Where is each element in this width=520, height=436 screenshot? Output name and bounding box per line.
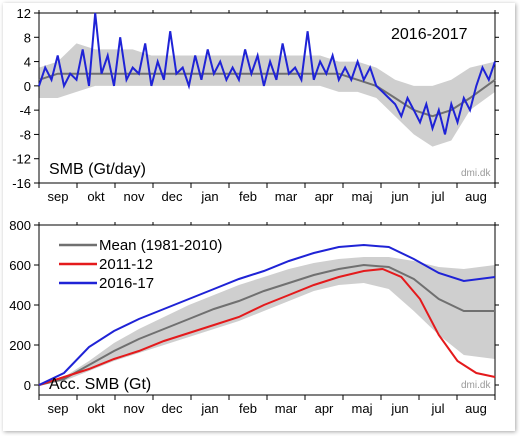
top-ytick-label: -12 [12, 152, 31, 167]
bottom-month-label: maj [352, 401, 373, 416]
bottom-range-band [39, 257, 495, 385]
bottom-ytick-label: 200 [9, 338, 31, 353]
legend-2016-label: 2016-17 [99, 275, 154, 292]
bottom-month-label: sep [48, 401, 69, 416]
top-2016-2017-line [38, 12, 496, 135]
top-ytick-label: -4 [19, 103, 31, 118]
accumulated-smb-panel: 0 200 400 600 800 sep okt nov dec jan feb mar apr maj… [9, 218, 499, 416]
top-month-label: sep [48, 189, 69, 204]
bottom-month-label: okt [87, 401, 105, 416]
top-month-label: okt [87, 189, 105, 204]
bottom-month-label: jun [390, 401, 408, 416]
bottom-ytick-label: 800 [9, 218, 31, 233]
legend-mean-label: Mean (1981-2010) [99, 237, 222, 254]
top-range-band [39, 43, 495, 147]
bottom-month-label: aug [465, 401, 487, 416]
legend-2011-label: 2011-12 [99, 256, 153, 273]
bottom-month-label: feb [239, 401, 257, 416]
top-ytick-label: 8 [24, 30, 31, 45]
top-month-label: jun [390, 189, 408, 204]
bottom-ytick-label: 400 [9, 298, 31, 313]
bottom-2011-12-line [38, 267, 496, 386]
top-month-label: jul [430, 189, 444, 204]
top-ytick-label: 12 [17, 6, 31, 21]
top-ytick-label: 4 [24, 55, 31, 70]
smb-figure: -16 -12 -8 -4 0 4 8 12 sep okt nov dec jan feb mar apr m… [9, 6, 499, 416]
bottom-month-label: jan [200, 401, 218, 416]
daily-smb-panel: -16 -12 -8 -4 0 4 8 12 sep okt nov dec jan feb mar apr m… [12, 6, 499, 204]
top-ytick-label: -8 [19, 127, 31, 142]
bottom-mean-line [38, 263, 495, 386]
figure-frame: -16 -12 -8 -4 0 4 8 12 sep okt nov dec jan feb mar apr m… [3, 3, 515, 431]
top-title: 2016-2017 [391, 26, 468, 43]
top-month-label: mar [275, 189, 298, 204]
top-month-label: aug [465, 189, 487, 204]
bottom-ytick-label: 0 [24, 378, 31, 393]
top-month-label: jan [200, 189, 218, 204]
bottom-month-label: apr [315, 401, 334, 416]
top-month-label: nov [124, 189, 145, 204]
top-month-label: maj [352, 189, 373, 204]
bottom-ylabel: Acc. SMB (Gt) [49, 376, 151, 393]
bottom-2016-17-line [38, 243, 496, 386]
top-month-label: dec [162, 189, 183, 204]
top-month-label: feb [239, 189, 257, 204]
bottom-month-label: jul [430, 401, 444, 416]
top-ytick-label: 0 [24, 79, 31, 94]
bottom-month-label: mar [275, 401, 298, 416]
top-credit: dmi.dk [461, 168, 491, 179]
bottom-credit: dmi.dk [461, 380, 491, 391]
top-ytick-label: -16 [12, 176, 31, 191]
top-month-label: apr [315, 189, 334, 204]
bottom-month-label: dec [162, 401, 183, 416]
top-ylabel: SMB (Gt/day) [49, 161, 146, 178]
bottom-ytick-label: 600 [9, 258, 31, 273]
bottom-month-label: nov [124, 401, 145, 416]
